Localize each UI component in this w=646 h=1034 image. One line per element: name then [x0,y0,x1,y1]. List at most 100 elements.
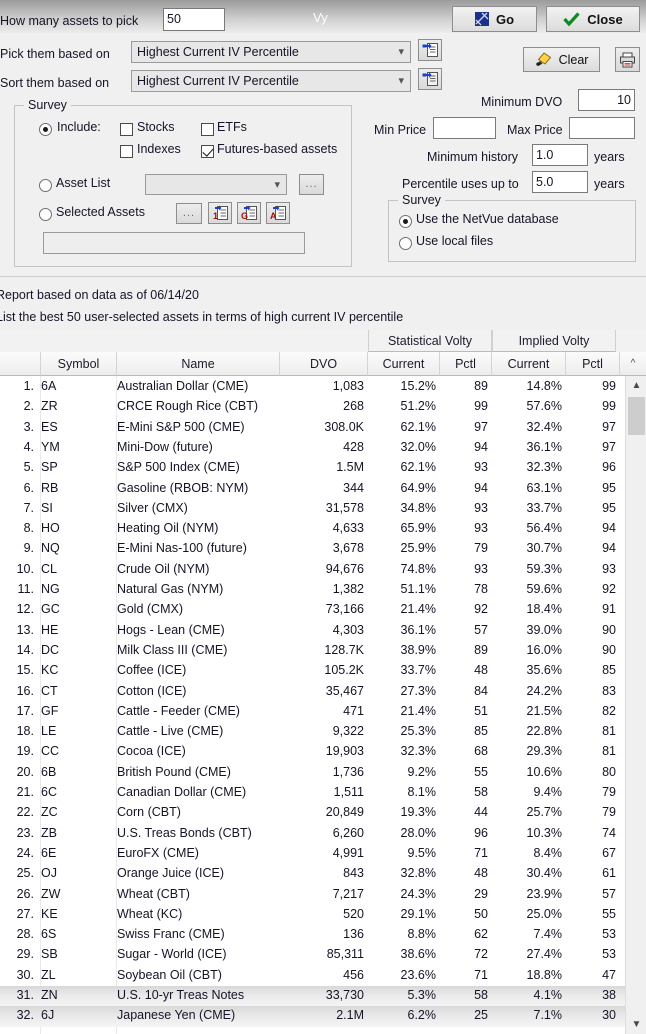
table-row[interactable]: 18. LE Cattle - Live (CME) 9,322 25.3% 85 22.8… [0,722,625,742]
asset-list-browse-label: ... [305,178,318,190]
col-header-stat-current[interactable]: Current [368,352,440,376]
col-header-implied-current[interactable]: Current [492,352,566,376]
report-data-date: Report based on data as of 06/14/20 [0,288,199,302]
table-row[interactable]: 31. ZN U.S. 10-yr Treas Notes 33,730 5.3% 58 4… [0,986,625,1007]
use-local-files-radio[interactable] [399,237,412,250]
table-row[interactable]: 30. ZL Soybean Oil (CBT) 456 23.6% 71 18.8% 47 [0,966,625,986]
stocks-checkbox[interactable] [120,123,133,136]
row-name: Cattle - Live (CME) [117,724,224,739]
row-implied-current: 23.9% [526,886,562,901]
table-row[interactable]: 12. GC Gold (CMX) 73,166 21.4% 92 18.4% 91 [0,600,625,620]
row-dvo: 520 [343,906,364,921]
how-many-label: How many assets to pick [0,14,139,28]
how-many-input[interactable]: 50 [163,8,225,31]
table-row[interactable]: 4. YM Mini-Dow (future) 428 32.0% 94 36.1% 97 [0,438,625,458]
pick-save-criteria-button[interactable] [418,39,442,61]
add-numbered-list-button[interactable]: 1 [208,202,232,224]
row-implied-pctl: 99 [602,399,616,414]
row-stat-pctl: 58 [474,988,488,1002]
table-row[interactable]: 15. KC Coffee (ICE) 105.2K 33.7% 48 35.6% 85 [0,661,625,681]
table-row[interactable]: 29. SB Sugar - World (ICE) 85,311 38.6% 72 27.… [0,945,625,965]
row-symbol: CC [41,744,60,759]
table-row[interactable]: 1. 6A Australian Dollar (CME) 1,083 15.2% 89 1… [0,377,625,397]
clear-button[interactable]: Clear [523,47,600,72]
table-row[interactable]: 27. KE Wheat (KC) 520 29.1% 50 25.0% 55 [0,905,625,925]
table-row[interactable]: 32. 6J Japanese Yen (CME) 2.1M 6.2% 25 7.1% 30 [0,1006,625,1027]
min-price-input[interactable] [433,117,496,139]
print-button[interactable] [615,47,640,72]
table-row[interactable]: 23. ZB U.S. Treas Bonds (CBT) 6,260 28.0% 96 1… [0,824,625,844]
row-implied-current: 10.3% [526,825,562,840]
max-price-input[interactable] [569,117,635,139]
etfs-checkbox[interactable] [201,123,214,136]
table-row[interactable]: 21. 6C Canadian Dollar (CME) 1,511 8.1% 58 9.4… [0,783,625,803]
col-header-implied-pctl[interactable]: Pctl [566,352,620,376]
minimum-history-input[interactable]: 1.0 [532,144,588,166]
sort-based-dropdown[interactable]: Highest Current IV Percentile ▾ [131,70,411,92]
table-row[interactable]: 22. ZC Corn (CBT) 20,849 19.3% 44 25.7% 79 [0,803,625,823]
col-header-stat-pctl[interactable]: Pctl [440,352,492,376]
row-index: 3. [23,419,34,434]
asset-list-dropdown[interactable]: ▾ [145,174,287,195]
table-row[interactable]: 26. ZW Wheat (CBT) 7,217 24.3% 29 23.9% 57 [0,885,625,905]
col-header-dvo[interactable]: DVO [280,352,368,376]
table-row[interactable]: 6. RB Gasoline (RBOB: NYM) 344 64.9% 94 63.1% 9… [0,479,625,499]
table-row[interactable]: 11. NG Natural Gas (NYM) 1,382 51.1% 78 59.6% 9… [0,580,625,600]
vertical-scrollbar[interactable]: ▲ ▼ [625,376,646,1034]
table-row[interactable]: 8. HO Heating Oil (NYM) 4,633 65.9% 93 56.4% 94 [0,519,625,539]
row-implied-current: 36.1% [526,439,562,454]
row-dvo: 4,991 [332,845,364,860]
use-netvue-radio[interactable] [399,215,412,228]
row-dvo: 136 [343,927,364,942]
table-row[interactable]: 16. CT Cotton (ICE) 35,467 27.3% 84 24.2% 83 [0,682,625,702]
selected-assets-browse-button[interactable]: ... [176,203,202,224]
table-row[interactable]: 14. DC Milk Class III (CME) 128.7K 38.9% 89 16… [0,641,625,661]
table-row[interactable]: 5. SP S&P 500 Index (CME) 1.5M 62.1% 93 32.3% 9… [0,458,625,478]
asset-list-radio[interactable] [39,179,52,192]
scrollbar-thumb[interactable] [628,397,645,435]
row-name: Swiss Franc (CME) [117,927,225,942]
scroll-down-button[interactable]: ▼ [631,1019,642,1030]
row-name: Silver (CMX) [117,500,188,515]
percentile-window-input[interactable]: 5.0 [532,171,588,193]
close-button[interactable]: Close [546,6,640,32]
asset-list-browse-button[interactable]: ... [299,174,324,195]
col-header-index[interactable] [0,352,41,376]
table-row[interactable]: 13. HE Hogs - Lean (CME) 4,303 36.1% 57 39.0% 9… [0,621,625,641]
row-implied-pctl: 80 [602,764,616,779]
row-stat-pctl: 79 [474,541,488,556]
sort-save-criteria-button[interactable] [418,68,442,90]
table-row[interactable]: 20. 6B British Pound (CME) 1,736 9.2% 55 10.6%… [0,763,625,783]
table-row[interactable]: 28. 6S Swiss Franc (CME) 136 8.8% 62 7.4% 53 [0,925,625,945]
indexes-checkbox[interactable] [120,145,133,158]
results-rows[interactable]: 1. 6A Australian Dollar (CME) 1,083 15.2% 89 1… [0,376,625,1034]
col-header-symbol[interactable]: Symbol [41,352,117,376]
selected-assets-radio[interactable] [39,208,52,221]
go-button[interactable]: Go [452,6,537,32]
include-radio[interactable] [39,123,52,136]
table-row[interactable]: 24. 6E EuroFX (CME) 4,991 9.5% 71 8.4% 67 [0,844,625,864]
table-row[interactable]: 7. SI Silver (CMX) 31,578 34.8% 93 33.7% 95 [0,499,625,519]
minimum-dvo-input[interactable]: 10 [578,89,635,111]
table-row[interactable]: 17. GF Cattle - Feeder (CME) 471 21.4% 51 21.5… [0,702,625,722]
chevron-up-icon[interactable]: ^ [630,358,636,369]
scroll-up-button[interactable]: ▲ [631,380,642,391]
row-name: Milk Class III (CME) [117,642,228,657]
table-row[interactable]: 25. OJ Orange Juice (ICE) 843 32.8% 48 30.4% 61 [0,864,625,884]
col-header-name[interactable]: Name [117,352,280,376]
row-stat-pctl: 55 [474,764,488,779]
row-implied-pctl: 55 [602,906,616,921]
add-alpha-list-button[interactable]: A [266,202,290,224]
table-row[interactable]: 19. CC Cocoa (ICE) 19,903 32.3% 68 29.3% 81 [0,742,625,762]
row-implied-current: 24.2% [526,683,562,698]
table-row[interactable]: 3. ES E-Mini S&P 500 (CME) 308.0K 62.1% 97 32.… [0,418,625,438]
table-row[interactable]: 2. ZR CRCE Rough Rice (CBT) 268 51.2% 99 57.6%… [0,397,625,417]
row-symbol: ZR [41,399,58,414]
pick-based-dropdown[interactable]: Highest Current IV Percentile ▾ [131,41,411,63]
table-row[interactable]: 10. CL Crude Oil (NYM) 94,676 74.8% 93 59.3% 93 [0,560,625,580]
table-row[interactable]: 9. NQ E-Mini Nas-100 (future) 3,678 25.9% 79 3… [0,539,625,559]
add-group-list-button[interactable]: G [237,202,261,224]
row-stat-pctl: 44 [474,805,488,820]
futures-checkbox[interactable] [201,145,214,158]
selected-assets-input[interactable] [43,232,305,254]
